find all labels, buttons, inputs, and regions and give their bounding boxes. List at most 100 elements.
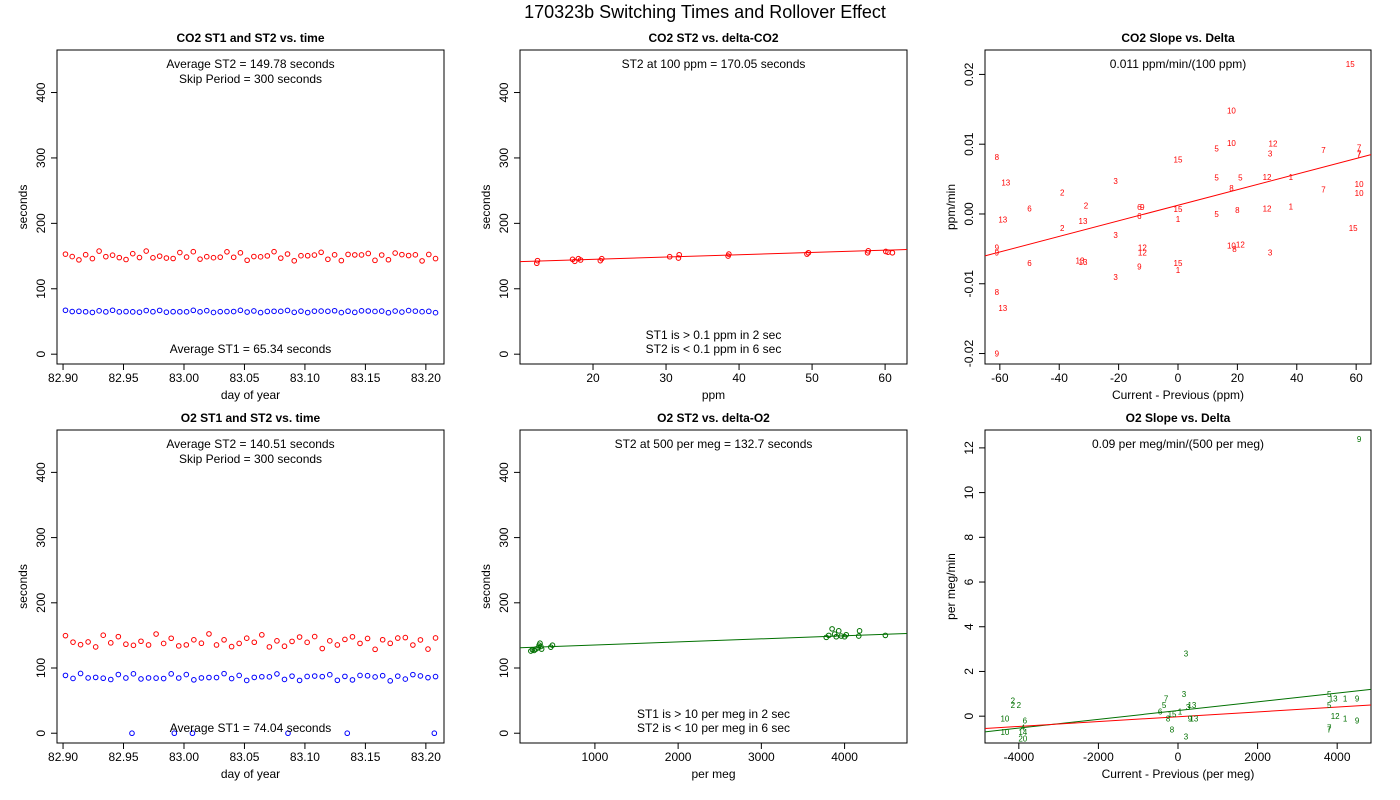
point-label: 10 [1227,241,1236,250]
annotation: ST2 is < 10 per meg in 6 sec [637,721,790,735]
data-point [100,632,107,638]
x-tick-label: 40 [732,371,746,385]
point-label: 5 [1214,210,1219,219]
panel-title: O2 ST2 vs. delta-O2 [657,411,770,425]
data-point [143,248,150,254]
data-point [379,636,386,643]
point-label: 3 [1268,149,1273,158]
data-point [175,675,182,681]
data-point [103,253,109,260]
annotation: ST2 is < 0.1 ppm in 6 sec [646,342,782,356]
y-tick-label: 200 [497,213,511,233]
data-point [230,308,237,315]
point-label: 1 [1343,714,1348,723]
data-point [402,676,409,682]
point-label: 12 [1236,241,1245,250]
y-tick-label: 2 [962,668,976,675]
data-point [85,639,91,645]
data-point [153,631,159,637]
data-point [251,639,258,646]
data-point [203,307,210,314]
data-point [378,308,385,314]
data-point [213,674,220,681]
annotation: Skip Period = 300 seconds [179,452,322,466]
data-point [160,640,167,647]
point-label: 15 [1174,156,1183,165]
data-point [259,673,265,680]
y-tick-label: 100 [497,278,511,298]
point-label: 8 [995,288,1000,297]
data-point [804,251,810,257]
data-point [251,308,257,314]
data-point [145,642,152,648]
data-point [62,672,69,679]
data-point [571,258,578,265]
data-point [123,308,129,315]
x-tick-label: 82.90 [48,371,78,385]
data-point [304,309,311,316]
panel-co2-slope: CO2 Slope vs. Delta -60 -40 -20 0 20 40 60 Curre… [944,31,1372,402]
panel-title: CO2 ST1 and ST2 vs. time [176,31,324,45]
data-point [136,254,143,261]
data-point [168,671,174,677]
point-label: 13 [1076,257,1085,266]
point-label: 1 [1289,173,1294,182]
data-point [364,672,371,679]
data-point [417,637,424,643]
x-axis-label: Current - Previous (ppm) [1112,388,1244,402]
point-label: 2 [1011,701,1016,710]
data-point [266,674,273,680]
data-point [417,673,424,679]
data-point [76,257,82,263]
data-point [100,675,107,682]
plot-frame [519,429,908,744]
y-tick-label: 200 [34,592,48,612]
data-point [538,643,544,650]
data-point [349,677,356,683]
data-point [224,308,230,315]
point-label: 5 [1214,174,1219,183]
x-tick-label: 83.20 [411,371,441,385]
data-point [228,643,235,650]
data-point [426,308,432,315]
data-point [365,250,372,257]
point-label: 15 [1174,259,1183,268]
data-point [342,636,348,643]
data-point [432,673,439,680]
point-label: 13 [1189,714,1198,723]
point-label: 2 [1060,224,1065,233]
data-point [77,641,84,648]
annotation: Skip Period = 300 seconds [179,72,322,86]
x-tick-label: 83.10 [290,750,320,764]
data-point [289,638,295,645]
data-point [277,308,284,315]
x-axis-label: ppm [702,388,725,402]
data-point [271,248,277,255]
data-point [191,637,197,643]
data-point [675,255,682,261]
data-point [62,632,69,639]
point-label: 12 [1138,248,1147,257]
annotation: 0.09 per meg/min/(500 per meg) [1092,437,1264,451]
data-point [432,309,439,316]
point-label: 10 [1000,714,1009,723]
data-point [266,644,273,650]
point-label: 13 [1187,701,1196,710]
point-label: 3 [1268,248,1273,257]
point-label: 10 [1000,728,1009,737]
point-label: 13 [998,216,1007,225]
data-point [198,640,205,647]
x-tick-label: 83.20 [411,750,441,764]
data-point [289,673,295,679]
panel-co2-st2-delta: CO2 ST2 vs. delta-CO2 20 30 40 50 60 ppm 0 100 20… [479,31,908,402]
point-label: 3 [1113,273,1118,282]
data-point [103,309,109,315]
y-tick-label: 100 [34,658,48,678]
panel-co2-time: CO2 ST1 and ST2 vs. time 82.90 82.95 83.00 8… [16,31,445,402]
x-tick-label: 50 [805,371,819,385]
data-point [311,673,318,679]
x-tick-label: 30 [659,371,673,385]
data-point [203,253,210,260]
data-point [358,308,365,314]
data-point [107,676,114,683]
